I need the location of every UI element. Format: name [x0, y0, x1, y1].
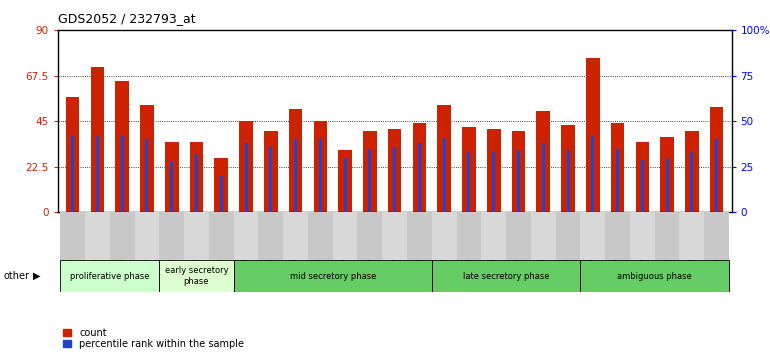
Bar: [214, 158, 228, 212]
Bar: [170, 161, 173, 212]
Bar: [511, 131, 525, 212]
Bar: [641, 160, 644, 212]
Bar: [239, 121, 253, 212]
Bar: [531, 212, 556, 260]
Bar: [116, 81, 129, 212]
Bar: [338, 150, 352, 212]
Bar: [333, 212, 357, 260]
Bar: [289, 109, 303, 212]
Bar: [685, 131, 698, 212]
Bar: [616, 149, 619, 212]
Bar: [233, 260, 432, 292]
Bar: [294, 139, 297, 212]
Bar: [382, 212, 407, 260]
Bar: [189, 142, 203, 212]
Bar: [184, 212, 209, 260]
Bar: [654, 212, 679, 260]
Bar: [96, 136, 99, 212]
Bar: [146, 139, 149, 212]
Bar: [209, 212, 233, 260]
Bar: [319, 139, 322, 212]
Bar: [308, 212, 333, 260]
Bar: [110, 212, 135, 260]
Bar: [691, 152, 693, 212]
Bar: [705, 212, 729, 260]
Bar: [561, 125, 575, 212]
Bar: [388, 129, 401, 212]
Bar: [665, 158, 668, 212]
Bar: [343, 158, 346, 212]
Text: GDS2052 / 232793_at: GDS2052 / 232793_at: [58, 12, 196, 25]
Bar: [313, 121, 327, 212]
Bar: [159, 260, 233, 292]
Text: other: other: [4, 271, 30, 281]
Bar: [506, 212, 531, 260]
Bar: [357, 212, 382, 260]
Bar: [679, 212, 705, 260]
Bar: [517, 150, 520, 212]
Bar: [264, 131, 278, 212]
Bar: [407, 212, 432, 260]
Bar: [581, 260, 729, 292]
Bar: [60, 212, 85, 260]
Bar: [363, 131, 377, 212]
Bar: [710, 107, 724, 212]
Bar: [567, 150, 570, 212]
Bar: [135, 212, 159, 260]
Bar: [586, 58, 600, 212]
Bar: [233, 212, 259, 260]
Bar: [467, 152, 470, 212]
Bar: [462, 127, 476, 212]
Bar: [715, 139, 718, 212]
Bar: [140, 105, 154, 212]
Bar: [591, 136, 594, 212]
Text: late secretory phase: late secretory phase: [463, 272, 549, 281]
Bar: [443, 138, 446, 212]
Bar: [85, 212, 110, 260]
Bar: [165, 142, 179, 212]
Bar: [413, 123, 427, 212]
Bar: [457, 212, 481, 260]
Bar: [418, 143, 421, 212]
Bar: [159, 212, 184, 260]
Bar: [283, 212, 308, 260]
Bar: [270, 147, 273, 212]
Bar: [537, 111, 550, 212]
Bar: [195, 154, 198, 212]
Bar: [245, 143, 247, 212]
Bar: [71, 136, 74, 212]
Text: ▶: ▶: [33, 271, 41, 281]
Bar: [219, 176, 223, 212]
Bar: [259, 212, 283, 260]
Legend: count, percentile rank within the sample: count, percentile rank within the sample: [62, 328, 244, 349]
Bar: [605, 212, 630, 260]
Bar: [432, 212, 457, 260]
Bar: [393, 147, 396, 212]
Text: proliferative phase: proliferative phase: [70, 272, 149, 281]
Bar: [65, 97, 79, 212]
Text: ambiguous phase: ambiguous phase: [618, 272, 692, 281]
Bar: [437, 105, 451, 212]
Bar: [368, 149, 371, 212]
Bar: [60, 260, 159, 292]
Bar: [661, 137, 674, 212]
Bar: [432, 260, 581, 292]
Bar: [481, 212, 506, 260]
Bar: [635, 142, 649, 212]
Bar: [581, 212, 605, 260]
Bar: [542, 143, 544, 212]
Bar: [630, 212, 654, 260]
Bar: [487, 129, 500, 212]
Bar: [611, 123, 624, 212]
Bar: [91, 67, 104, 212]
Text: early secretory
phase: early secretory phase: [165, 267, 228, 286]
Text: mid secretory phase: mid secretory phase: [290, 272, 376, 281]
Bar: [492, 152, 495, 212]
Bar: [556, 212, 581, 260]
Bar: [121, 136, 124, 212]
